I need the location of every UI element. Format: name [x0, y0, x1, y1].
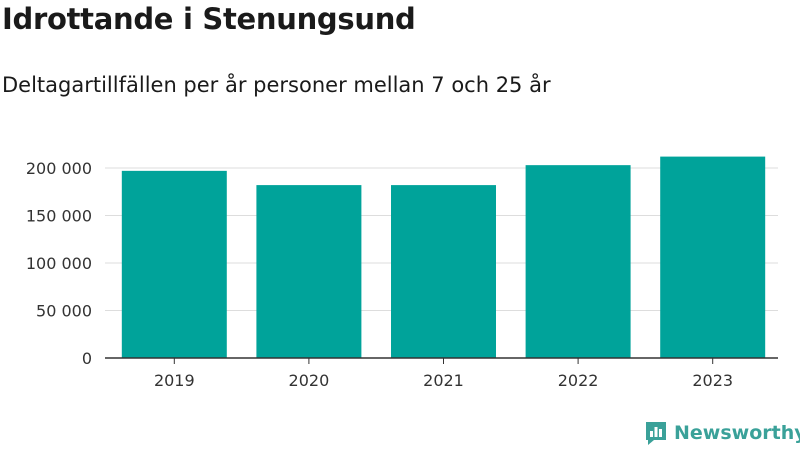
- x-tick-label: 2023: [692, 371, 733, 390]
- chart-subtitle: Deltagartillfällen per år personer mella…: [2, 73, 551, 97]
- y-tick-label: 0: [82, 349, 92, 368]
- y-tick-labels: 0 50 000 100 000 150 000 200 000: [26, 159, 92, 368]
- bar: [256, 185, 362, 358]
- y-tick-label: 100 000: [26, 254, 92, 273]
- bar: [660, 156, 766, 358]
- axes: [105, 357, 778, 364]
- bar: [525, 165, 631, 358]
- brand-name: Newsworthy: [674, 422, 800, 444]
- bars: [121, 156, 766, 358]
- x-tick-label: 2022: [558, 371, 599, 390]
- y-tick-label: 200 000: [26, 159, 92, 178]
- newsworthy-logo-icon: [646, 422, 666, 445]
- x-tick-labels: 2019 2020 2021 2022 2023: [154, 371, 733, 390]
- x-tick-label: 2019: [154, 371, 195, 390]
- x-tick-label: 2021: [423, 371, 464, 390]
- y-tick-label: 50 000: [36, 302, 92, 321]
- bar: [391, 185, 496, 358]
- bar: [121, 170, 227, 358]
- newsworthy-brand: Newsworthy: [644, 420, 800, 446]
- chart-title: Idrottande i Stenungsund: [2, 2, 416, 36]
- x-tick-label: 2020: [289, 371, 330, 390]
- y-tick-label: 150 000: [26, 207, 92, 226]
